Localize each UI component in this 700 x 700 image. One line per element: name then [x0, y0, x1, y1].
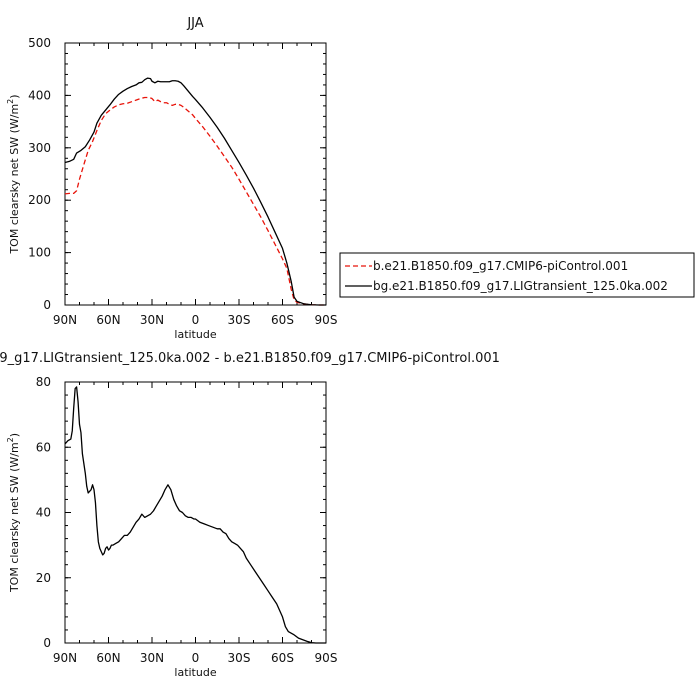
y-axis-label-end: )	[8, 94, 21, 98]
x-tick-label: 60N	[96, 313, 120, 327]
x-tick-label: 60S	[271, 313, 294, 327]
y-tick-label: 400	[28, 88, 51, 102]
x-tick-label: 90N	[53, 651, 77, 665]
y-axis-label: TOM clearsky net SW (W/m2)	[6, 94, 21, 254]
y-axis-label-sup: 2	[6, 437, 15, 442]
x-axis-label: latitude	[174, 666, 216, 679]
x-tick-label: 30S	[228, 651, 251, 665]
plot-frame	[64, 381, 327, 644]
y-tick-label: 40	[36, 506, 51, 520]
y-axis-label-sup: 2	[6, 99, 15, 104]
y-tick-label: 60	[36, 440, 51, 454]
series-line-1	[64, 386, 326, 644]
legend-box	[339, 252, 695, 298]
y-axis-label-end: )	[8, 433, 21, 437]
x-tick-label: 60N	[96, 651, 120, 665]
x-tick-label: 30S	[228, 313, 251, 327]
series-line-2	[64, 77, 326, 306]
x-tick-label: 60S	[271, 651, 294, 665]
x-tick-label: 30N	[140, 313, 164, 327]
legend: b.e21.B1850.f09_g17.CMIP6-piControl.001b…	[339, 252, 695, 298]
y-tick-label: 0	[43, 298, 51, 312]
y-tick-label: 500	[28, 36, 51, 50]
y-tick-label: 80	[36, 375, 51, 389]
chart-title: bg.e21.B1850.f09_g17.LIGtransient_125.0k…	[0, 351, 500, 366]
y-axis-label-main: TOM clearsky net SW (W/m	[8, 104, 21, 255]
series-line-1	[64, 96, 326, 306]
y-tick-label: 100	[28, 246, 51, 260]
x-tick-label: 90N	[53, 313, 77, 327]
legend-label-1: b.e21.B1850.f09_g17.CMIP6-piControl.001	[373, 259, 628, 273]
x-tick-label: 30N	[140, 651, 164, 665]
x-tick-label: 90S	[315, 651, 338, 665]
y-tick-label: 20	[36, 571, 51, 585]
x-axis-label: latitude	[174, 328, 216, 341]
legend-label-2: bg.e21.B1850.f09_g17.LIGtransient_125.0k…	[373, 279, 668, 293]
y-axis-label: TOM clearsky net SW (W/m2)	[6, 433, 21, 593]
y-tick-label: 200	[28, 193, 51, 207]
y-tick-label: 300	[28, 141, 51, 155]
chart-title: JJA	[186, 16, 203, 31]
x-tick-label: 0	[192, 651, 200, 665]
x-tick-label: 0	[192, 313, 200, 327]
x-tick-label: 90S	[315, 313, 338, 327]
chart-panel-2: bg.e21.B1850.f09_g17.LIGtransient_125.0k…	[0, 351, 500, 679]
y-axis-label-main: TOM clearsky net SW (W/m	[8, 442, 21, 593]
y-tick-label: 0	[43, 636, 51, 650]
